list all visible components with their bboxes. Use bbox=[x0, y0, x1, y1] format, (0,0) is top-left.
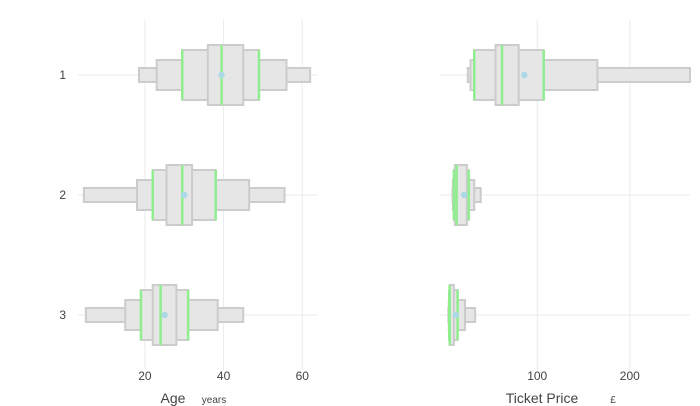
letter-value-box bbox=[466, 44, 691, 106]
x-tick-label: 20 bbox=[138, 369, 152, 383]
letter-value-rect bbox=[206, 44, 245, 106]
y-tick-label: 2 bbox=[59, 188, 66, 202]
age-panel bbox=[82, 44, 312, 346]
mean-marker bbox=[452, 311, 459, 319]
x-tick-label: 60 bbox=[296, 369, 310, 383]
y-tick-label: 1 bbox=[59, 68, 66, 82]
x-tick-label: 200 bbox=[620, 369, 640, 383]
mean-marker bbox=[218, 71, 225, 79]
letter-value-box bbox=[82, 164, 286, 226]
axis-titles: Age years Ticket Price £ bbox=[161, 390, 617, 406]
letter-value-rect bbox=[494, 44, 520, 106]
letter-value-box bbox=[451, 164, 482, 226]
letter-value-box bbox=[137, 44, 312, 106]
x-tick-label: 40 bbox=[217, 369, 231, 383]
mean-marker bbox=[181, 191, 188, 199]
x-tick-label: 100 bbox=[527, 369, 547, 383]
mean-marker bbox=[521, 71, 528, 79]
letter-value-box bbox=[447, 284, 477, 346]
mean-marker bbox=[460, 191, 468, 199]
y-axis-labels: 1 2 3 bbox=[59, 68, 66, 322]
ticket-price-panel bbox=[447, 44, 691, 346]
mean-marker bbox=[161, 311, 168, 319]
letter-value-rect bbox=[165, 164, 194, 226]
y-tick-label: 3 bbox=[59, 308, 66, 322]
age-axis-unit: years bbox=[202, 395, 226, 406]
letter-value-box bbox=[84, 284, 245, 346]
price-axis-title: Ticket Price bbox=[506, 390, 579, 406]
price-axis-unit: £ bbox=[610, 395, 616, 406]
age-axis-title: Age bbox=[161, 390, 186, 406]
